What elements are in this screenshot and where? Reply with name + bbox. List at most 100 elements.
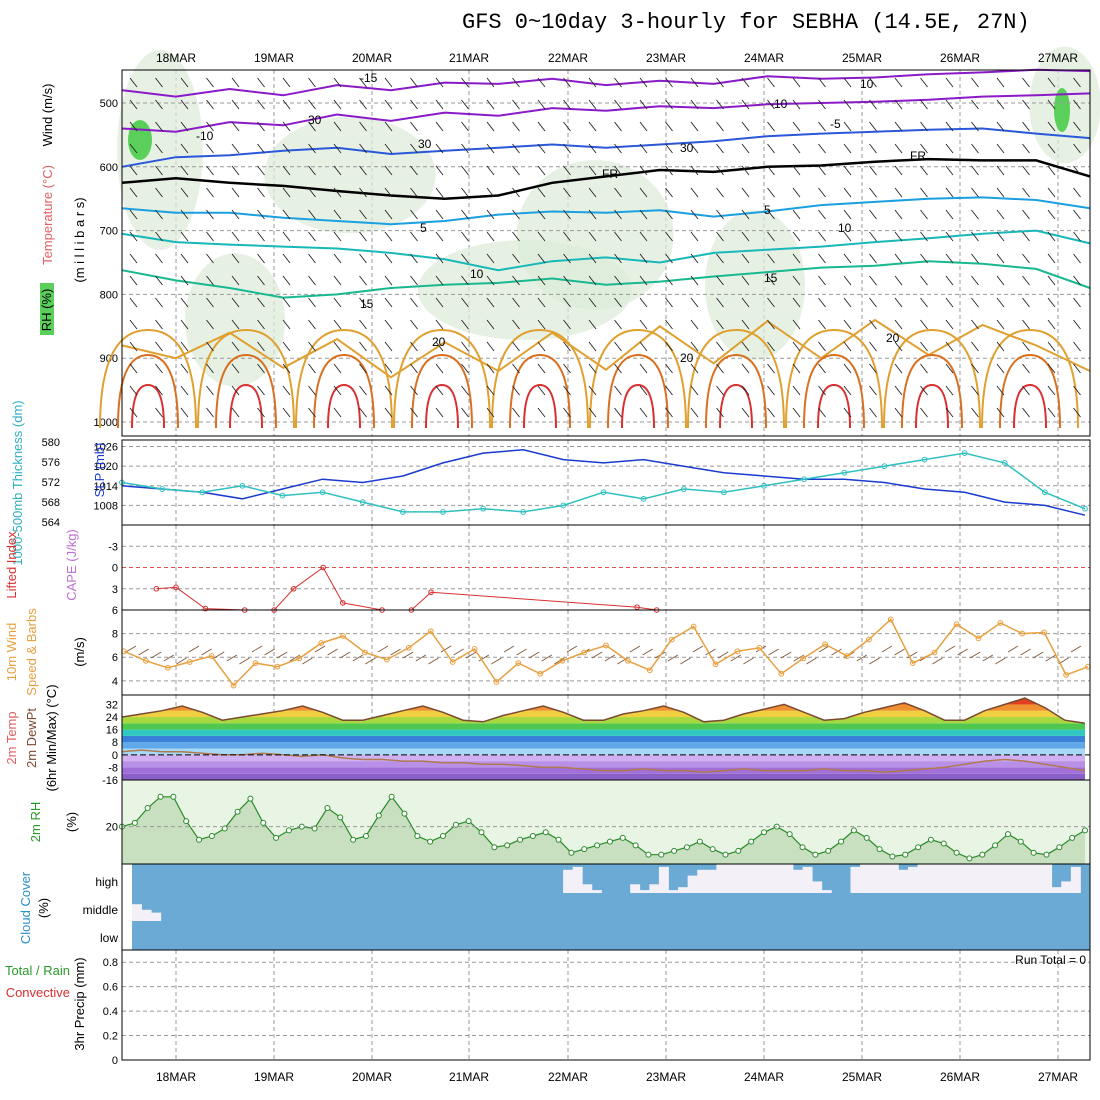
wind-barb — [945, 319, 954, 330]
wind-barb — [563, 99, 571, 110]
wind-barb — [410, 165, 418, 176]
wind-barb — [945, 121, 954, 132]
isotherm-dome — [99, 328, 197, 429]
wind-barb — [384, 187, 393, 198]
wind-barb — [792, 297, 801, 308]
wind-barb — [869, 363, 877, 374]
wind-barb — [767, 165, 775, 176]
wind-barb — [945, 275, 954, 286]
date-label-bottom: 21MAR — [449, 1070, 489, 1084]
rh-point — [683, 844, 690, 851]
wind-barb — [614, 99, 622, 110]
rh-point — [748, 838, 755, 845]
wind-speed-point — [668, 636, 675, 643]
wind-barb — [614, 297, 622, 308]
surface-wind-barb — [226, 654, 238, 662]
temp-band — [122, 704, 1085, 711]
cloud-cell-high — [955, 864, 966, 893]
wind-barb — [512, 385, 520, 396]
wind-barb — [155, 121, 163, 132]
rh-point — [221, 825, 228, 832]
wind-barb — [384, 165, 393, 176]
rh-shading — [264, 116, 436, 234]
wind-barb — [257, 407, 265, 418]
wind-barb — [894, 385, 903, 396]
wind-barb — [231, 165, 240, 176]
precip-total-title: Total / Rain — [5, 963, 70, 978]
wind-barb — [206, 209, 214, 220]
wind-barb — [461, 187, 469, 198]
temp2m-axis-title-group: 2m Temp — [4, 711, 19, 764]
rh-point — [812, 851, 819, 858]
wind-barb — [155, 407, 163, 418]
cloud-cell-high — [783, 864, 794, 893]
wind-units-axis-title: (m/s) — [72, 637, 87, 667]
wind-barb — [333, 407, 342, 418]
wind-barb — [257, 187, 265, 198]
isotherm-FR — [121, 157, 1091, 200]
wind-barb — [869, 121, 877, 132]
wind-barb — [410, 121, 418, 132]
wind-barb — [945, 165, 954, 176]
wind-barb — [435, 143, 444, 154]
wind-barb — [129, 363, 138, 374]
cloud-cell-middle — [141, 909, 152, 921]
wind-barb — [792, 407, 801, 418]
wind-barb — [308, 363, 316, 374]
surface-wind-barb — [327, 648, 338, 656]
pressure-tick-label: 1000 — [94, 417, 118, 429]
wind-barb — [384, 407, 393, 418]
wind-barb — [971, 143, 979, 154]
wind-barb — [1022, 165, 1030, 176]
cloud-cell-high — [725, 864, 736, 893]
wind-barb — [308, 143, 316, 154]
wind-barb — [435, 209, 444, 220]
panel-frame — [121, 439, 1091, 526]
wind-barb — [869, 187, 877, 198]
surface-wind-barb — [125, 645, 137, 653]
wind-barb — [920, 143, 928, 154]
wind-barb — [384, 143, 393, 154]
wind-barb — [818, 363, 826, 374]
wind-barb — [1073, 297, 1081, 308]
wind-barb — [1022, 297, 1030, 308]
rh-point — [992, 842, 999, 849]
rh-shading — [185, 253, 285, 387]
rh-point — [799, 844, 806, 851]
wind-speed-point — [1063, 672, 1069, 678]
wind-barb — [869, 209, 877, 220]
date-label-top: 26MAR — [940, 51, 980, 65]
rh-point — [311, 825, 318, 832]
wind-barb — [588, 99, 597, 110]
surface-wind-barb — [1020, 648, 1031, 656]
wind-barb — [384, 341, 393, 352]
date-label-bottom: 20MAR — [352, 1070, 392, 1084]
wind-barb — [894, 319, 903, 330]
wind-barb — [563, 297, 571, 308]
surface-wind-barb — [365, 657, 376, 665]
cloud-cell-high — [1042, 864, 1053, 893]
wind-barb — [257, 363, 265, 374]
isotherm-dome — [901, 353, 963, 429]
temperature-line — [121, 697, 1086, 725]
wind-barb — [639, 121, 648, 132]
surface-wind-barb — [201, 648, 212, 656]
wind-barb — [792, 319, 801, 330]
wind-barb — [741, 209, 750, 220]
wind-barb — [435, 297, 444, 308]
precip-convective-title: Convective — [6, 985, 70, 1000]
wind-axis-title: Wind (m/s) — [40, 84, 55, 147]
wind-barb — [155, 275, 163, 286]
wind-barb — [206, 143, 214, 154]
precip-tick-label: 0 — [112, 1055, 118, 1067]
wind-barb — [639, 385, 648, 396]
wind-barb — [282, 77, 291, 88]
wind-barb — [945, 187, 954, 198]
wind-barb — [206, 275, 214, 286]
surface-wind-barb — [743, 657, 754, 665]
wind-barb — [410, 143, 418, 154]
thickness-tick-label: 576 — [42, 457, 60, 469]
wind-speed-point — [712, 661, 719, 668]
isotherm-dome — [621, 383, 655, 429]
surface-wind-barb — [352, 654, 364, 662]
